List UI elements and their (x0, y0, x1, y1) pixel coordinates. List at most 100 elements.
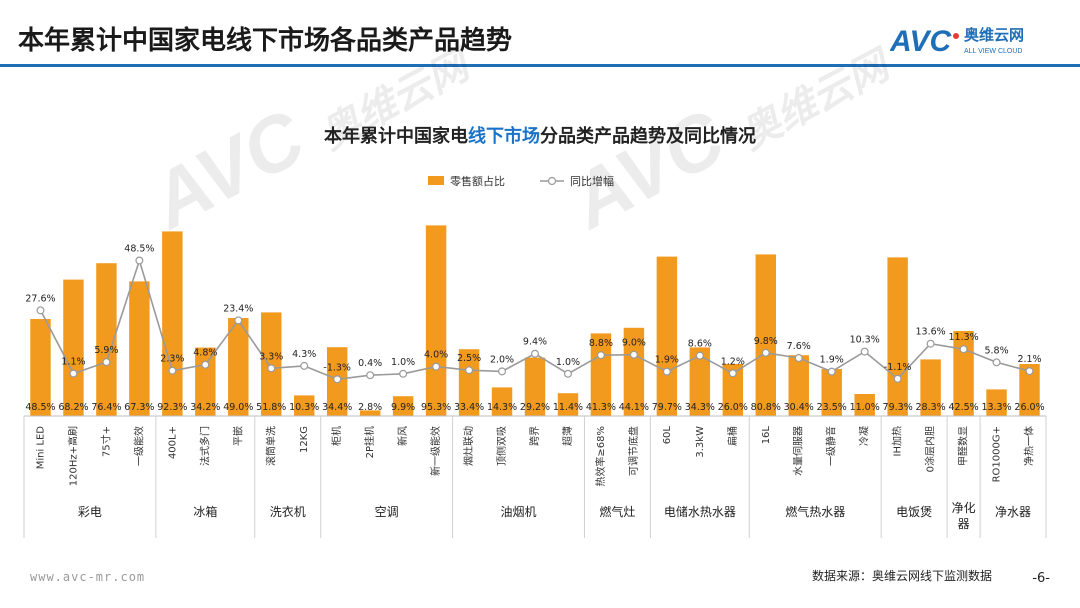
bar-value-label: 2.8% (358, 402, 382, 413)
bar (30, 319, 51, 416)
bar-value-label: 34.4% (322, 402, 352, 413)
category-label: 法式多门 (198, 426, 211, 466)
growth-point (662, 367, 671, 376)
growth-point (563, 369, 572, 378)
category-label: 16L (761, 426, 772, 445)
growth-value-label: 8.8% (589, 338, 613, 349)
chart-title-part: 分品类产品趋势及同比情况 (540, 125, 756, 147)
growth-point (432, 362, 441, 371)
growth-value-label: 7.6% (787, 341, 811, 352)
growth-point (596, 351, 605, 360)
growth-point (399, 369, 408, 378)
growth-point (695, 351, 704, 360)
bar-value-label: 79.3% (883, 402, 913, 413)
chart-title-part: 本年累计中国家电 (324, 125, 468, 147)
bar-value-label: 76.4% (91, 402, 121, 413)
bar-value-label: 68.2% (58, 402, 88, 413)
bar-value-label: 79.7% (652, 402, 682, 413)
bar (261, 312, 282, 416)
bar (491, 387, 513, 416)
growth-value-label: 10.3% (850, 335, 880, 346)
group-label: 洗衣机 (270, 504, 306, 519)
growth-value-label: 13.6% (916, 327, 946, 338)
group-label: 器 (958, 517, 970, 531)
bar-value-label: 28.3% (916, 402, 946, 413)
bar (392, 396, 414, 416)
growth-value-label: 2.3% (160, 354, 184, 365)
bar-value-label: 44.1% (619, 402, 649, 413)
growth-value-label: 1.2% (721, 356, 745, 367)
group-label: 燃气热水器 (785, 504, 845, 519)
bar-value-label: 42.5% (948, 402, 978, 413)
growth-point (36, 306, 45, 315)
category-label: 60L (662, 426, 673, 445)
legend: 零售额占比 同比增幅 (428, 174, 614, 188)
legend-line-label: 同比增幅 (570, 174, 614, 188)
category-label: 净热一体 (1023, 426, 1036, 466)
bar (920, 359, 941, 416)
legend-bar-label: 零售额占比 (450, 174, 505, 188)
category-label: 12KG (299, 426, 310, 453)
group-label: 净化 (952, 501, 976, 515)
category-label: 3.3kW (695, 426, 706, 458)
bar (689, 347, 711, 416)
category-label: 超薄 (561, 426, 574, 446)
growth-point (827, 367, 836, 376)
chart-title: 本年累计中国家电线下市场分品类产品趋势及同比情况 (324, 125, 756, 147)
bar (228, 318, 249, 416)
category-label: IH加热 (891, 426, 904, 456)
category-label: 水量伺服器 (792, 426, 805, 476)
category-label: 柜机 (330, 426, 343, 446)
bar (1019, 364, 1040, 416)
growth-point (728, 369, 737, 378)
growth-point (168, 366, 177, 375)
bar-value-label: 26.0% (718, 402, 748, 413)
bar-value-label: 14.3% (487, 402, 517, 413)
bar (656, 256, 678, 416)
category-label: 热效率≥68% (594, 426, 607, 487)
bar (129, 281, 150, 416)
group-label: 电储水热水器 (664, 504, 736, 519)
bar (162, 231, 183, 416)
growth-point (794, 354, 803, 363)
group-label: 彩电 (78, 505, 102, 519)
growth-point (1025, 367, 1034, 376)
growth-value-label: 0.4% (358, 358, 382, 369)
header-divider (0, 64, 1080, 67)
growth-value-label: 3.3% (259, 351, 283, 362)
growth-value-label: 9.4% (523, 337, 547, 348)
growth-value-label: 1.0% (391, 357, 415, 368)
footer-source: 数据来源：奥维云网线下监测数据 (811, 569, 992, 583)
growth-point (102, 358, 111, 367)
growth-value-label: 2.0% (490, 354, 514, 365)
group-label: 净水器 (995, 505, 1031, 519)
logo-mark: AVC (890, 25, 952, 58)
bar-value-label: 92.3% (157, 402, 187, 413)
bar-value-label: 11.4% (553, 402, 583, 413)
bar (96, 263, 117, 416)
growth-point (761, 348, 770, 357)
category-label: 冷凝 (858, 426, 871, 446)
axes: Mini LED 120Hz+高刷 75寸+ 一级能效 400L+ 法式多门 平嵌 滚筒单洗 1… (23, 415, 1047, 538)
category-label: 新一级能效 (429, 426, 442, 476)
bar-value-label: 95.3% (421, 402, 451, 413)
category-label: 可调节底盘 (627, 426, 640, 476)
growth-point (629, 350, 638, 359)
bar (294, 395, 315, 416)
growth-value-label: 23.4% (223, 303, 253, 314)
group-label: 电饭煲 (896, 504, 932, 519)
bar (458, 349, 480, 416)
growth-value-label: 9.8% (754, 336, 778, 347)
chart-title-part: 线下市场 (468, 125, 540, 147)
growth-value-label: 5.9% (94, 345, 118, 356)
growth-value-label: 1.9% (655, 355, 679, 366)
bar-value-label: 10.3% (289, 402, 319, 413)
bar-value-label: 30.4% (784, 402, 814, 413)
category-label: 滚筒单洗 (264, 426, 277, 466)
growth-value-label: 4.8% (193, 348, 217, 359)
growth-point (234, 316, 243, 325)
bar (821, 369, 842, 416)
bar-value-label: 67.3% (124, 402, 154, 413)
bar (557, 393, 579, 416)
